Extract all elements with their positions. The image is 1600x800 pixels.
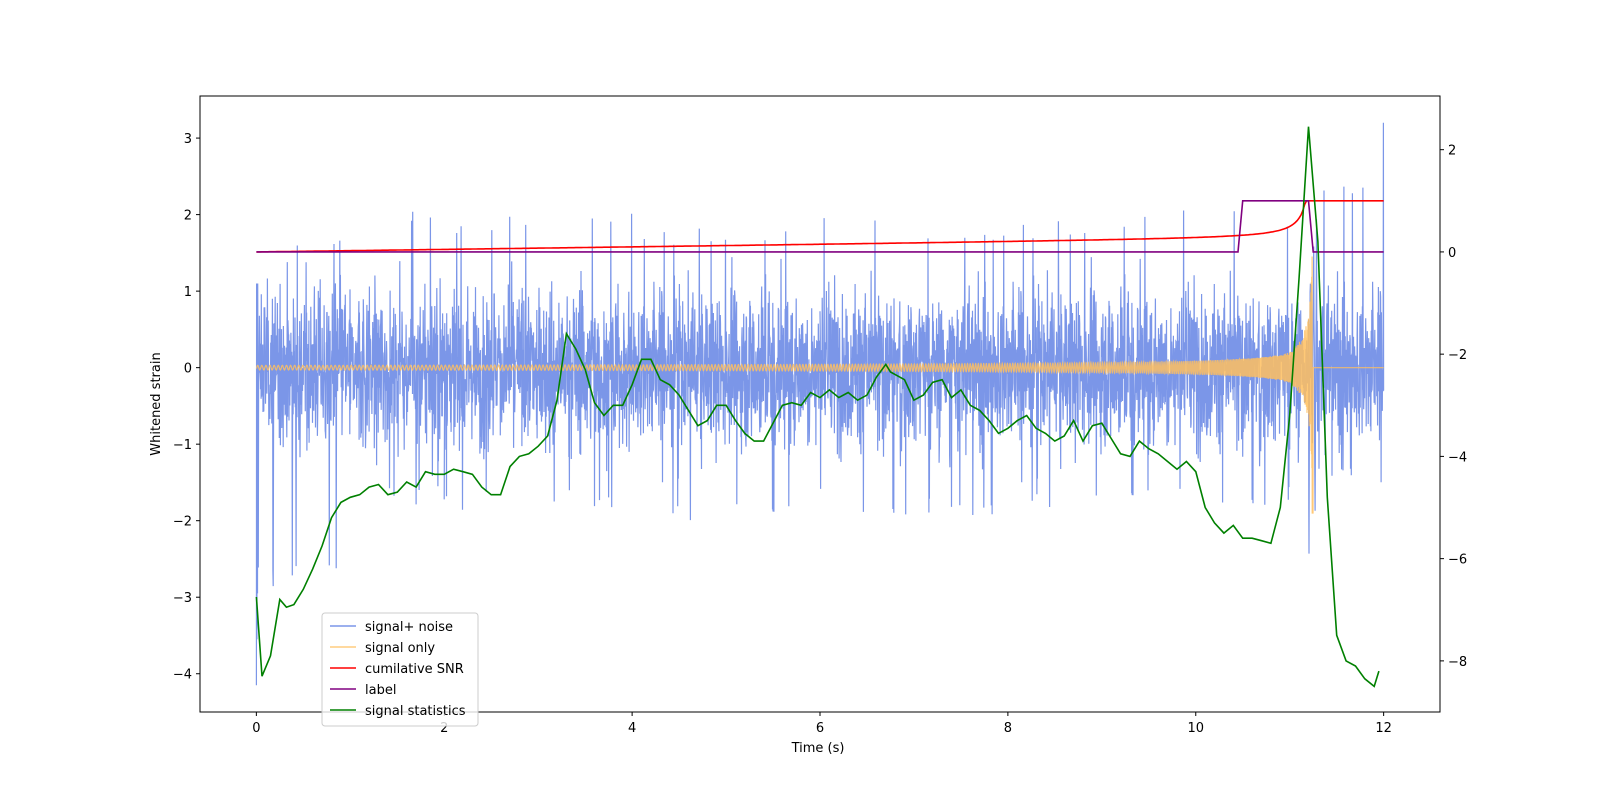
y2-tick-label: −6 bbox=[1448, 553, 1467, 568]
y-tick-label: 3 bbox=[184, 132, 192, 147]
y-tick-label: 2 bbox=[184, 209, 192, 224]
signal-noise-line bbox=[349, 211, 445, 505]
signal-statistics-line bbox=[255, 126, 1380, 688]
signal-noise-line bbox=[255, 240, 351, 686]
x-tick-label: 2 bbox=[440, 721, 448, 736]
y2-tick-label: −2 bbox=[1448, 348, 1467, 363]
y-tick-label: −2 bbox=[173, 515, 192, 530]
legend-label: cumilative SNR bbox=[365, 662, 464, 677]
y-tick-label: 0 bbox=[184, 362, 192, 377]
y-tick-label: −4 bbox=[173, 668, 192, 683]
signal-noise-line bbox=[725, 231, 821, 512]
label-line bbox=[256, 200, 1384, 253]
x-tick-label: 4 bbox=[628, 721, 636, 736]
x-tick-label: 0 bbox=[252, 721, 260, 736]
y2-tick-label: −8 bbox=[1448, 655, 1467, 670]
y2-tick-label: −4 bbox=[1448, 450, 1467, 465]
legend: signal+ noise signal only cumilative SNR la… bbox=[321, 612, 479, 727]
signal-noise-line bbox=[631, 228, 727, 521]
x-tick-label: 6 bbox=[816, 721, 824, 736]
cumilative-snr-line bbox=[256, 200, 1384, 253]
y-tick-label: −1 bbox=[173, 438, 192, 453]
y-tick-label: 1 bbox=[184, 285, 192, 300]
legend-label: signal statistics bbox=[365, 704, 466, 719]
legend-box bbox=[321, 612, 479, 727]
y-tick-label: −3 bbox=[173, 591, 192, 606]
x-axis-label: Time (s) bbox=[791, 741, 845, 756]
legend-label: label bbox=[365, 683, 396, 698]
signal-noise-line bbox=[819, 218, 915, 515]
legend-label: signal+ noise bbox=[365, 620, 453, 635]
x-tick-label: 12 bbox=[1375, 721, 1392, 736]
y-axis-label: Whitened strain bbox=[149, 352, 164, 455]
signal-noise-line bbox=[913, 234, 1009, 516]
signal-only-line bbox=[255, 256, 1384, 514]
y2-tick-label: 2 bbox=[1448, 144, 1456, 159]
legend-label: signal only bbox=[365, 641, 435, 656]
x-tick-label: 8 bbox=[1004, 721, 1012, 736]
signal-noise-line bbox=[537, 213, 633, 508]
x-tick-label: 10 bbox=[1187, 721, 1204, 736]
y2-tick-label: 0 bbox=[1448, 246, 1456, 261]
signal-noise-line bbox=[443, 216, 539, 510]
